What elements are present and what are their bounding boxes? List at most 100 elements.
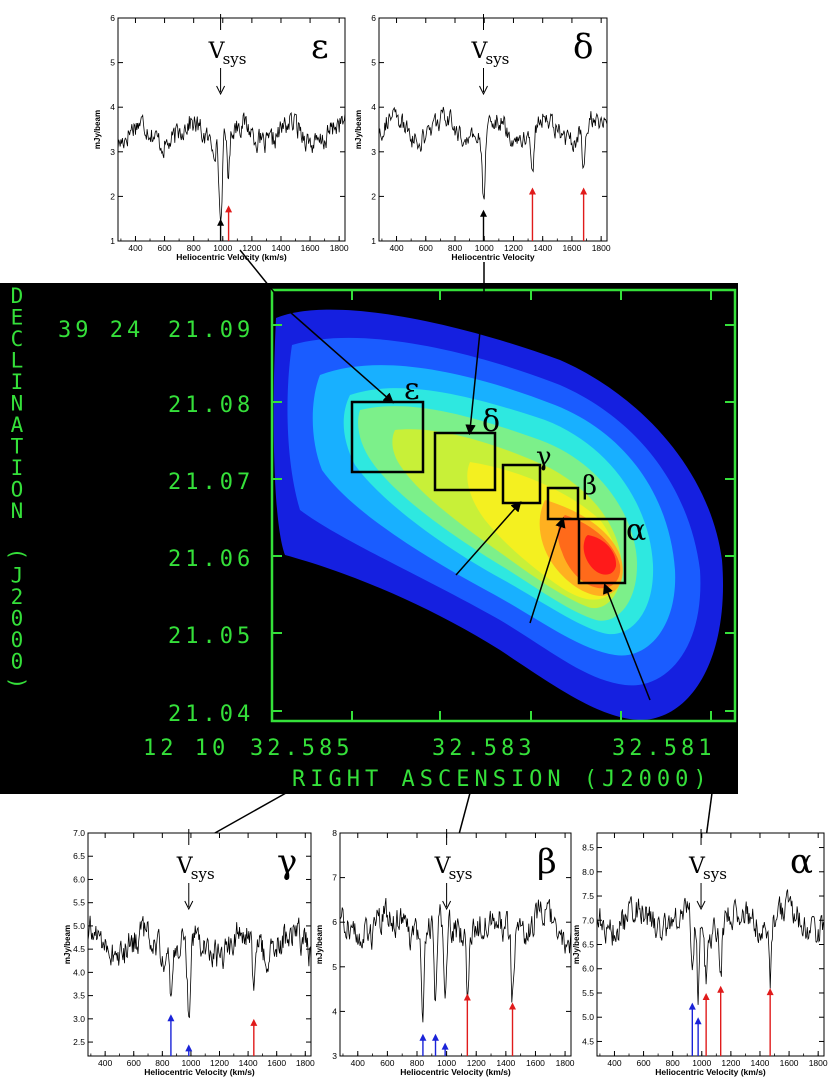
- dec-axis-label-char: C: [11, 327, 24, 351]
- y-tick-label: 5.5: [582, 988, 594, 998]
- vsys-subscript: sys: [223, 50, 247, 68]
- dec-axis-label-char: N: [11, 392, 24, 416]
- dec-tick-label: 21.06: [168, 547, 254, 572]
- region-label-gamma: γ: [536, 442, 552, 472]
- vsys-arrow-head: [696, 900, 706, 911]
- map-frame: [270, 288, 737, 723]
- dec-axis-label-char: I: [11, 370, 24, 394]
- y-tick-label: 2: [110, 191, 115, 201]
- feature-marker-head: [441, 1042, 449, 1050]
- x-tick-label: 1000: [437, 1058, 456, 1068]
- y-axis-label: mJy/beam: [315, 925, 324, 964]
- spectrum-panel-beta: 400 600 800 1000 1200 1400 1600 1800 3 4 5 6 7 8 Helio…: [315, 828, 575, 1077]
- vsys-subscript: sys: [449, 865, 473, 883]
- panel-label: β: [537, 842, 557, 882]
- y-tick-label: 3.0: [73, 1014, 85, 1024]
- y-tick-label: 6: [332, 917, 337, 927]
- feature-marker-head: [185, 1044, 193, 1052]
- region-box-delta: [433, 431, 497, 492]
- y-tick-label: 8.5: [582, 843, 594, 853]
- vsys-label: V: [208, 39, 226, 64]
- feature-marker-head: [217, 218, 225, 226]
- x-tick-label: 400: [607, 1058, 621, 1068]
- spectrum-line: [117, 112, 346, 223]
- ra-tick-label: 32.581: [612, 736, 715, 761]
- x-tick-label: 1200: [242, 243, 261, 253]
- feature-marker-head: [225, 205, 233, 213]
- region-box-alpha: [577, 517, 627, 585]
- x-tick-label: 1200: [210, 1058, 229, 1068]
- feature-marker-head: [528, 187, 536, 195]
- x-tick-label: 600: [419, 243, 433, 253]
- y-tick-label: 5: [332, 962, 337, 972]
- x-tick-label: 1200: [721, 1058, 740, 1068]
- x-tick-label: 1600: [562, 243, 581, 253]
- spectrum-panel-gamma: 400 600 800 1000 1200 1400 1600 1800 2.5 3.0 3.5 4.…: [63, 828, 315, 1077]
- y-tick-label: 3: [110, 147, 115, 157]
- x-tick-label: 800: [448, 243, 462, 253]
- region-box-gamma: [501, 463, 542, 505]
- dec-tick-label: 21.09: [168, 318, 254, 343]
- x-tick-label: 1400: [239, 1058, 258, 1068]
- ra-tick-label: 32.585: [250, 736, 353, 761]
- y-tick-label: 6.5: [582, 940, 594, 950]
- spectrum-panel-delta: 400 600 800 1000 1200 1400 1600 1800 1 2 3 4 5 6 Helio…: [354, 13, 611, 262]
- y-tick-label: 6.0: [73, 874, 85, 884]
- vsys-subscript: sys: [703, 865, 727, 883]
- x-tick-label: 400: [389, 243, 403, 253]
- ra-tick-label: 32.583: [432, 736, 535, 761]
- dec-prefix: 39 24: [58, 318, 144, 343]
- x-tick-label: 1600: [267, 1058, 286, 1068]
- y-tick-label: 7.5: [582, 891, 594, 901]
- pointer-arrow: [455, 501, 522, 576]
- y-tick-label: 5.0: [73, 921, 85, 931]
- pointer-arrow: [465, 291, 485, 436]
- y-tick-label: 4: [371, 102, 376, 112]
- y-tick-label: 5.5: [73, 898, 85, 908]
- feature-marker-head: [694, 1017, 702, 1025]
- x-tick-label: 1000: [475, 243, 494, 253]
- dec-tick-label: 21.07: [168, 470, 254, 495]
- x-axis-label: Heliocentric Velocity (km/s): [655, 1067, 766, 1077]
- region-label-alpha: α: [626, 513, 646, 548]
- spectrum-panel-alpha: 400 600 800 1000 1200 1400 1600 1800 4.5 5.0 5.5 6.…: [572, 829, 828, 1077]
- dec-axis-label-char: D: [11, 284, 24, 308]
- feature-marker-head: [702, 992, 710, 1000]
- x-tick-label: 1000: [181, 1058, 200, 1068]
- x-tick-label: 1800: [809, 1058, 828, 1068]
- x-tick-label: 800: [410, 1058, 424, 1068]
- dec-axis-label-char: L: [11, 349, 24, 373]
- panel-label: γ: [277, 842, 297, 882]
- vsys-subscript: sys: [486, 50, 510, 68]
- y-tick-label: 6.0: [582, 964, 594, 974]
- region-label-delta: δ: [482, 404, 500, 439]
- y-tick-label: 3.5: [73, 991, 85, 1001]
- x-tick-label: 600: [157, 243, 171, 253]
- dec-axis-label-char: (: [5, 548, 29, 561]
- dec-axis-label-char: 0: [11, 607, 24, 631]
- x-tick-label: 1400: [496, 1058, 515, 1068]
- x-axis-label: Heliocentric Velocity: [451, 252, 534, 262]
- x-tick-label: 1400: [751, 1058, 770, 1068]
- x-tick-label: 600: [127, 1058, 141, 1068]
- spectrum-line: [87, 915, 312, 1019]
- dec-axis-label-char: T: [11, 435, 24, 459]
- panel-label: α: [790, 842, 813, 882]
- pointer-arrow: [603, 583, 651, 701]
- pointer-arrow: [529, 516, 566, 624]
- x-axis-label: Heliocentric Velocity (km/s): [176, 252, 287, 262]
- feature-marker-head: [717, 985, 725, 993]
- y-tick-label: 7.0: [73, 828, 85, 838]
- x-tick-label: 800: [666, 1058, 680, 1068]
- region-label-epsilon: ε: [404, 372, 420, 407]
- y-axis-label: mJy/beam: [93, 110, 102, 149]
- y-tick-label: 4.0: [73, 967, 85, 977]
- x-tick-label: 400: [351, 1058, 365, 1068]
- plot-area: [117, 17, 346, 242]
- feature-marker-head: [250, 1018, 258, 1026]
- vsys-arrow-head: [479, 85, 488, 96]
- plot-area: [339, 832, 572, 1057]
- dec-axis-label-char: A: [11, 413, 24, 437]
